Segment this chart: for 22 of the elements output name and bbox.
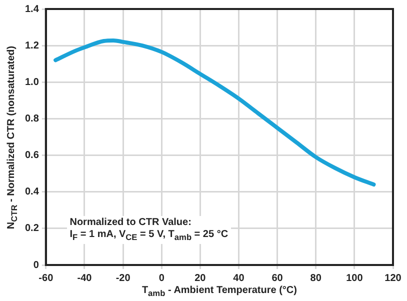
x-tick-label: 120 — [384, 272, 402, 284]
x-tick-label: 60 — [272, 272, 284, 284]
y-tick-label: 0.4 — [24, 186, 40, 198]
line-series — [54, 38, 376, 187]
x-tick-label: 40 — [233, 272, 245, 284]
x-tick-label: 80 — [310, 272, 322, 284]
y-tick-label: 1.4 — [24, 4, 40, 15]
x-tick-label: 20 — [194, 272, 206, 284]
x-tick-label: 0 — [158, 272, 165, 284]
y-tick-label: 0.8 — [24, 113, 40, 124]
y-tick-label: 1.2 — [24, 40, 40, 52]
y-tick-label: 0.2 — [24, 223, 40, 234]
annotation: Normalized to CTR Value: — [70, 217, 192, 228]
x-tick-label: -20 — [116, 272, 131, 284]
x-tick-label: -40 — [77, 272, 92, 284]
y-tick-label: 0.6 — [24, 150, 40, 162]
x-axis-title: T$_{amb}$ - Ambient Temperature (°C) — [142, 285, 297, 298]
annotation: I$_{F}$ = 1 mA, V$_{CE}$ = 5 V, T$_{amb}$ = 25 °C — [70, 229, 228, 242]
y-tick-label: 1.0 — [24, 76, 40, 88]
y-tick-label: 0 — [33, 260, 40, 271]
x-tick-label: 100 — [346, 272, 364, 284]
x-tick-label: -60 — [38, 272, 54, 284]
